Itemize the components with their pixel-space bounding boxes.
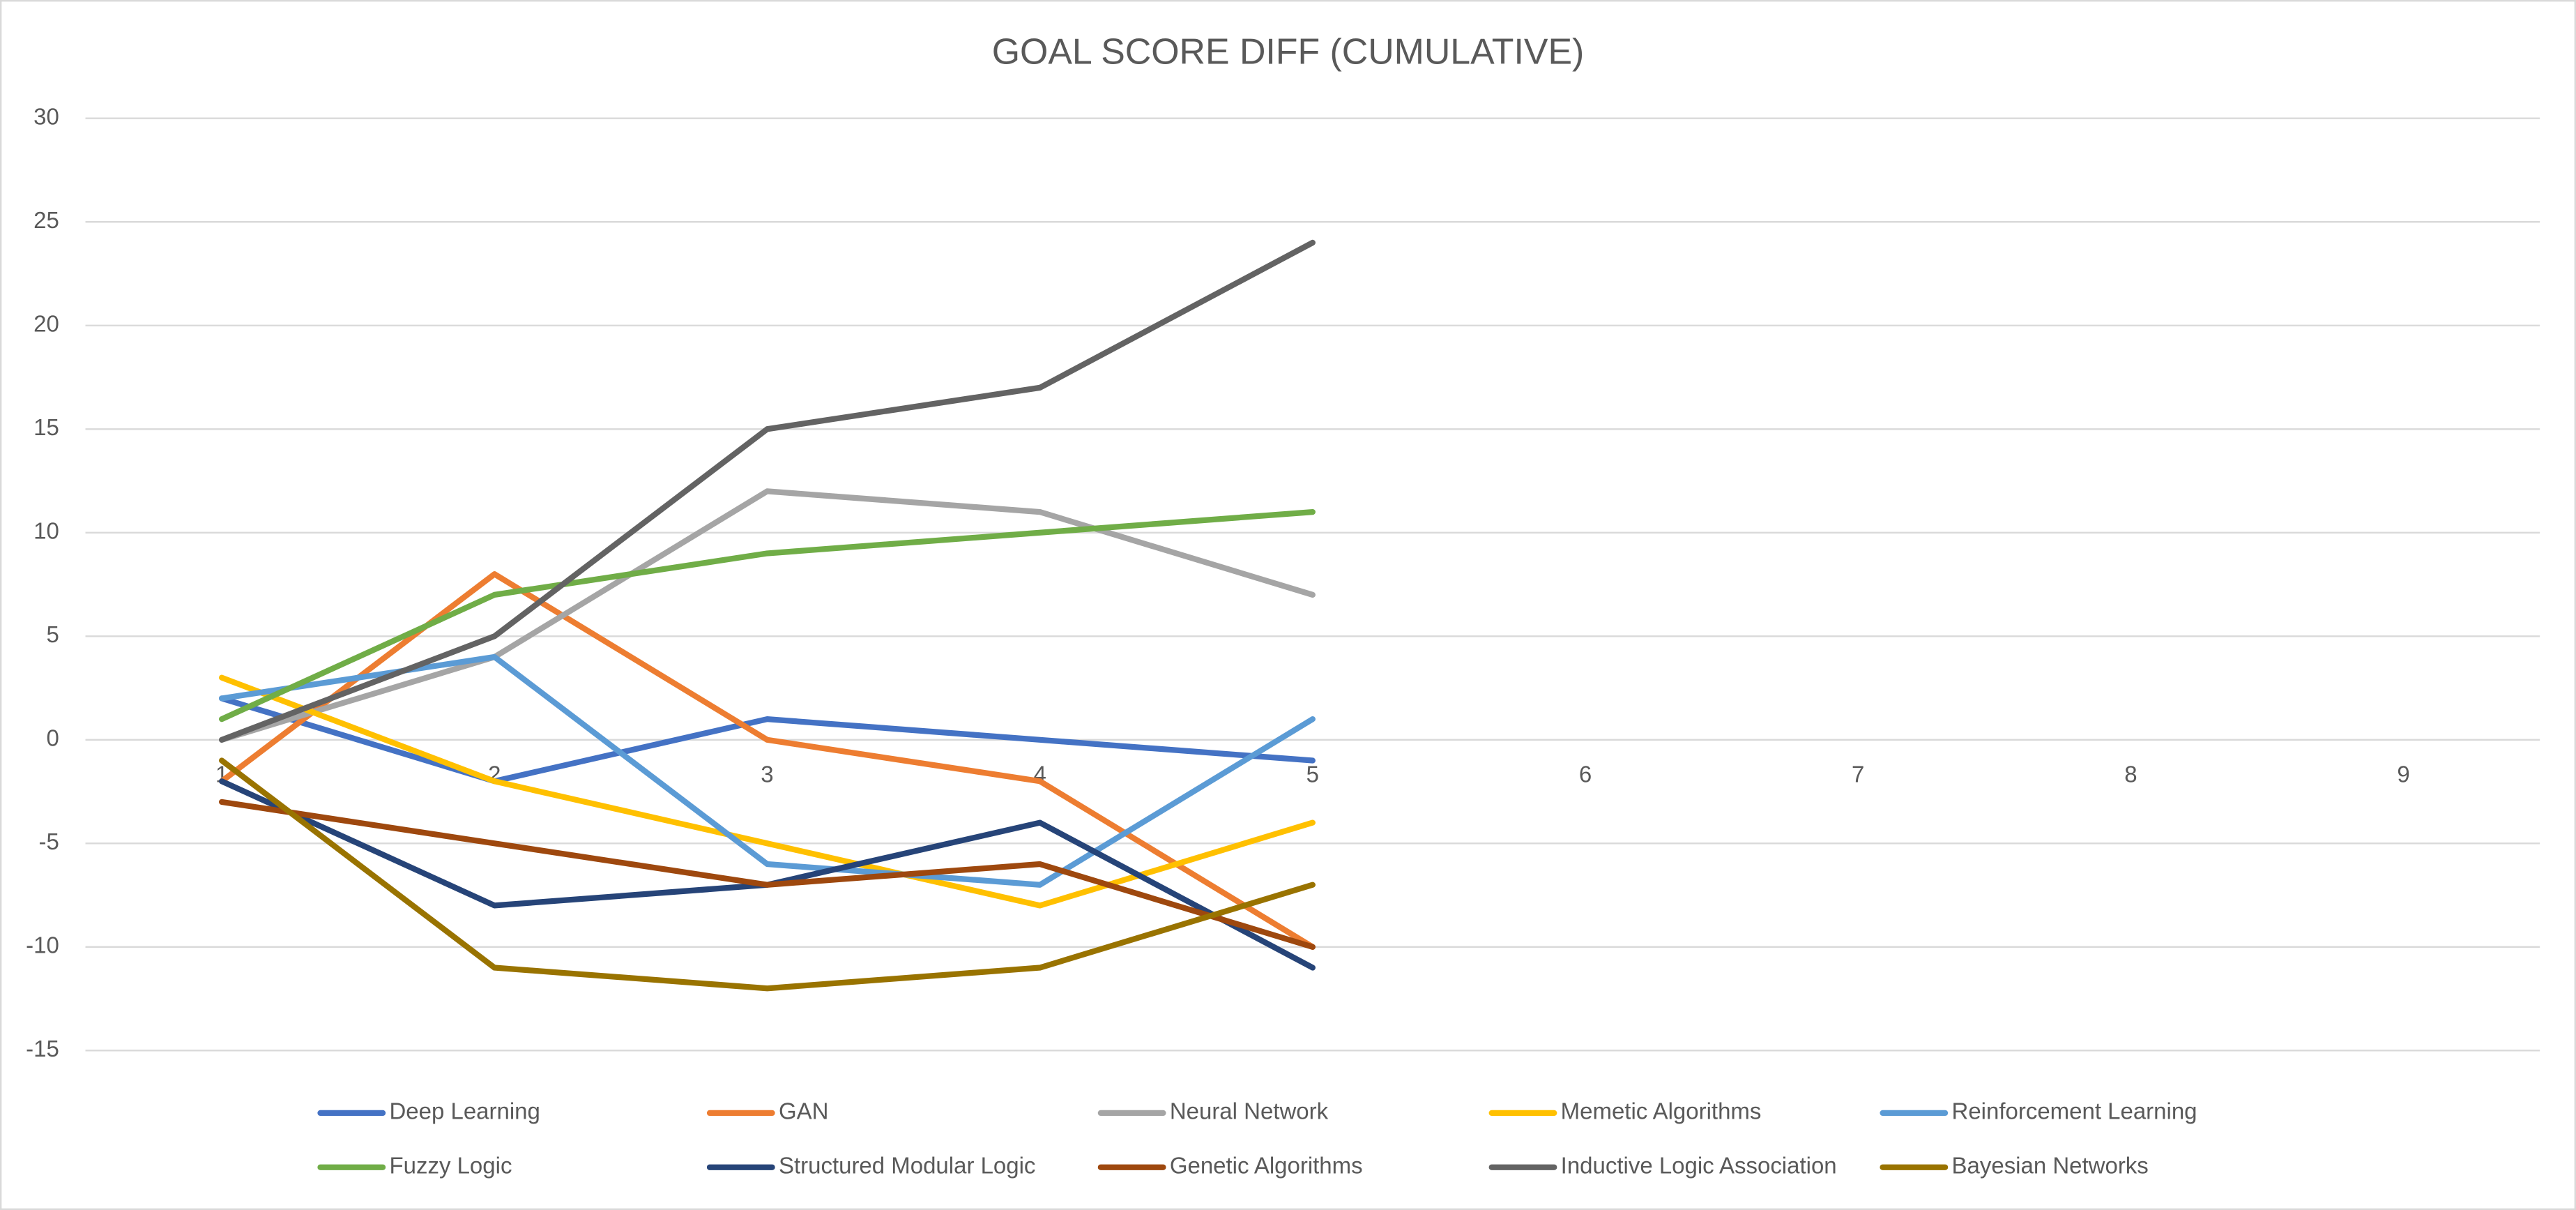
- y-tick-label: 30: [33, 103, 59, 129]
- legend-label: Genetic Algorithms: [1170, 1152, 1363, 1178]
- legend-label: GAN: [779, 1098, 828, 1124]
- x-tick-label: 9: [2397, 761, 2409, 787]
- y-tick-label: 20: [33, 310, 59, 336]
- x-tick-label: 3: [761, 761, 773, 787]
- legend-label: Structured Modular Logic: [779, 1152, 1035, 1178]
- y-tick-label: 0: [46, 725, 59, 751]
- legend-label: Fuzzy Logic: [389, 1152, 512, 1178]
- series-line: [219, 571, 1316, 950]
- series-line: [219, 239, 1316, 743]
- y-tick-label: -15: [26, 1036, 59, 1061]
- x-tick-label: 6: [1579, 761, 1592, 787]
- y-tick-label: -5: [38, 829, 59, 854]
- x-tick-label: 7: [1852, 761, 1864, 787]
- series-line: [219, 799, 1316, 950]
- legend-label: Inductive Logic Association: [1561, 1152, 1837, 1178]
- y-tick-label: 10: [33, 517, 59, 543]
- legend-label: Reinforcement Learning: [1952, 1098, 2197, 1124]
- series-line: [219, 757, 1316, 992]
- legend-label: Bayesian Networks: [1952, 1152, 2149, 1178]
- y-tick-label: 5: [46, 621, 59, 647]
- y-tick-label: 25: [33, 207, 59, 233]
- legend-label: Deep Learning: [389, 1098, 540, 1124]
- y-tick-label: -10: [26, 932, 59, 958]
- x-tick-label: 8: [2124, 761, 2137, 787]
- y-tick-label: 15: [33, 414, 59, 440]
- series-line: [219, 674, 1316, 909]
- series-line: [219, 695, 1316, 785]
- series-line: [219, 508, 1316, 723]
- legend-label: Neural Network: [1170, 1098, 1329, 1124]
- chart-title: GOAL SCORE DIFF (CUMULATIVE): [992, 31, 1585, 71]
- legend-label: Memetic Algorithms: [1561, 1098, 1762, 1124]
- x-tick-label: 5: [1306, 761, 1319, 787]
- series-line: [219, 488, 1316, 743]
